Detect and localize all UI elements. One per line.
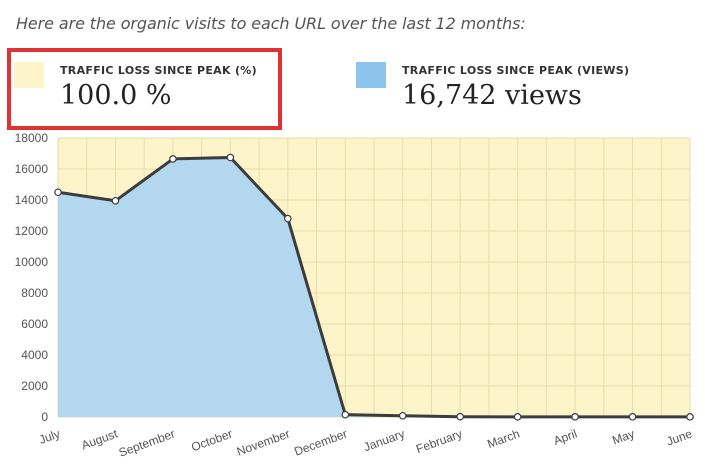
data-point xyxy=(398,411,407,420)
intro-text: Here are the organic visits to each URL … xyxy=(16,14,526,33)
traffic-area-chart: 0 2000 4000 6000 8000 10000 12000 14000 16000 180… xyxy=(15,131,695,460)
y-tick-label: 16000 xyxy=(15,162,49,176)
x-tick-label: July xyxy=(37,427,62,447)
x-tick-label: November xyxy=(235,427,292,459)
stat-label: TRAFFIC LOSS SINCE PEAK (VIEWS) xyxy=(402,64,630,77)
data-point xyxy=(341,410,350,419)
data-point xyxy=(456,412,464,421)
x-tick-label: January xyxy=(362,427,407,455)
stat-swatch-blue xyxy=(356,62,386,88)
x-tick-label: June xyxy=(665,426,695,448)
stat-swatch-yellow xyxy=(14,62,44,88)
x-tick-label: March xyxy=(485,427,521,452)
y-tick-label: 8000 xyxy=(21,286,48,300)
y-tick-label: 10000 xyxy=(15,255,49,269)
stat-highlight-box xyxy=(7,48,282,130)
y-tick-label: 0 xyxy=(41,410,48,424)
data-point xyxy=(571,413,579,421)
data-point xyxy=(111,196,120,205)
data-point xyxy=(513,413,522,421)
x-tick-label: May xyxy=(610,427,636,448)
y-tick-label: 12000 xyxy=(15,224,49,238)
x-tick-label: October xyxy=(189,427,234,455)
series-line xyxy=(57,155,690,419)
series-area xyxy=(58,157,690,417)
x-tick-label: February xyxy=(414,427,464,457)
stat-value: 100.0 % xyxy=(60,80,172,111)
data-point xyxy=(169,155,177,163)
y-tick-label: 4000 xyxy=(21,348,48,362)
y-tick-label: 2000 xyxy=(21,379,48,393)
x-tick-label: December xyxy=(292,427,349,459)
stat-value: 16,742 views xyxy=(402,80,582,111)
y-tick-label: 6000 xyxy=(21,317,48,331)
data-point xyxy=(628,413,637,421)
x-tick-label: August xyxy=(79,426,120,452)
data-point xyxy=(226,153,235,162)
x-tick-label: April xyxy=(552,427,579,448)
data-point xyxy=(686,413,694,421)
data-point xyxy=(284,214,292,223)
y-tick-label: 18000 xyxy=(15,131,49,145)
y-tick-label: 14000 xyxy=(15,193,49,207)
x-tick-label: September xyxy=(117,427,177,460)
stat-label: TRAFFIC LOSS SINCE PEAK (%) xyxy=(60,64,257,77)
data-point xyxy=(54,188,62,197)
